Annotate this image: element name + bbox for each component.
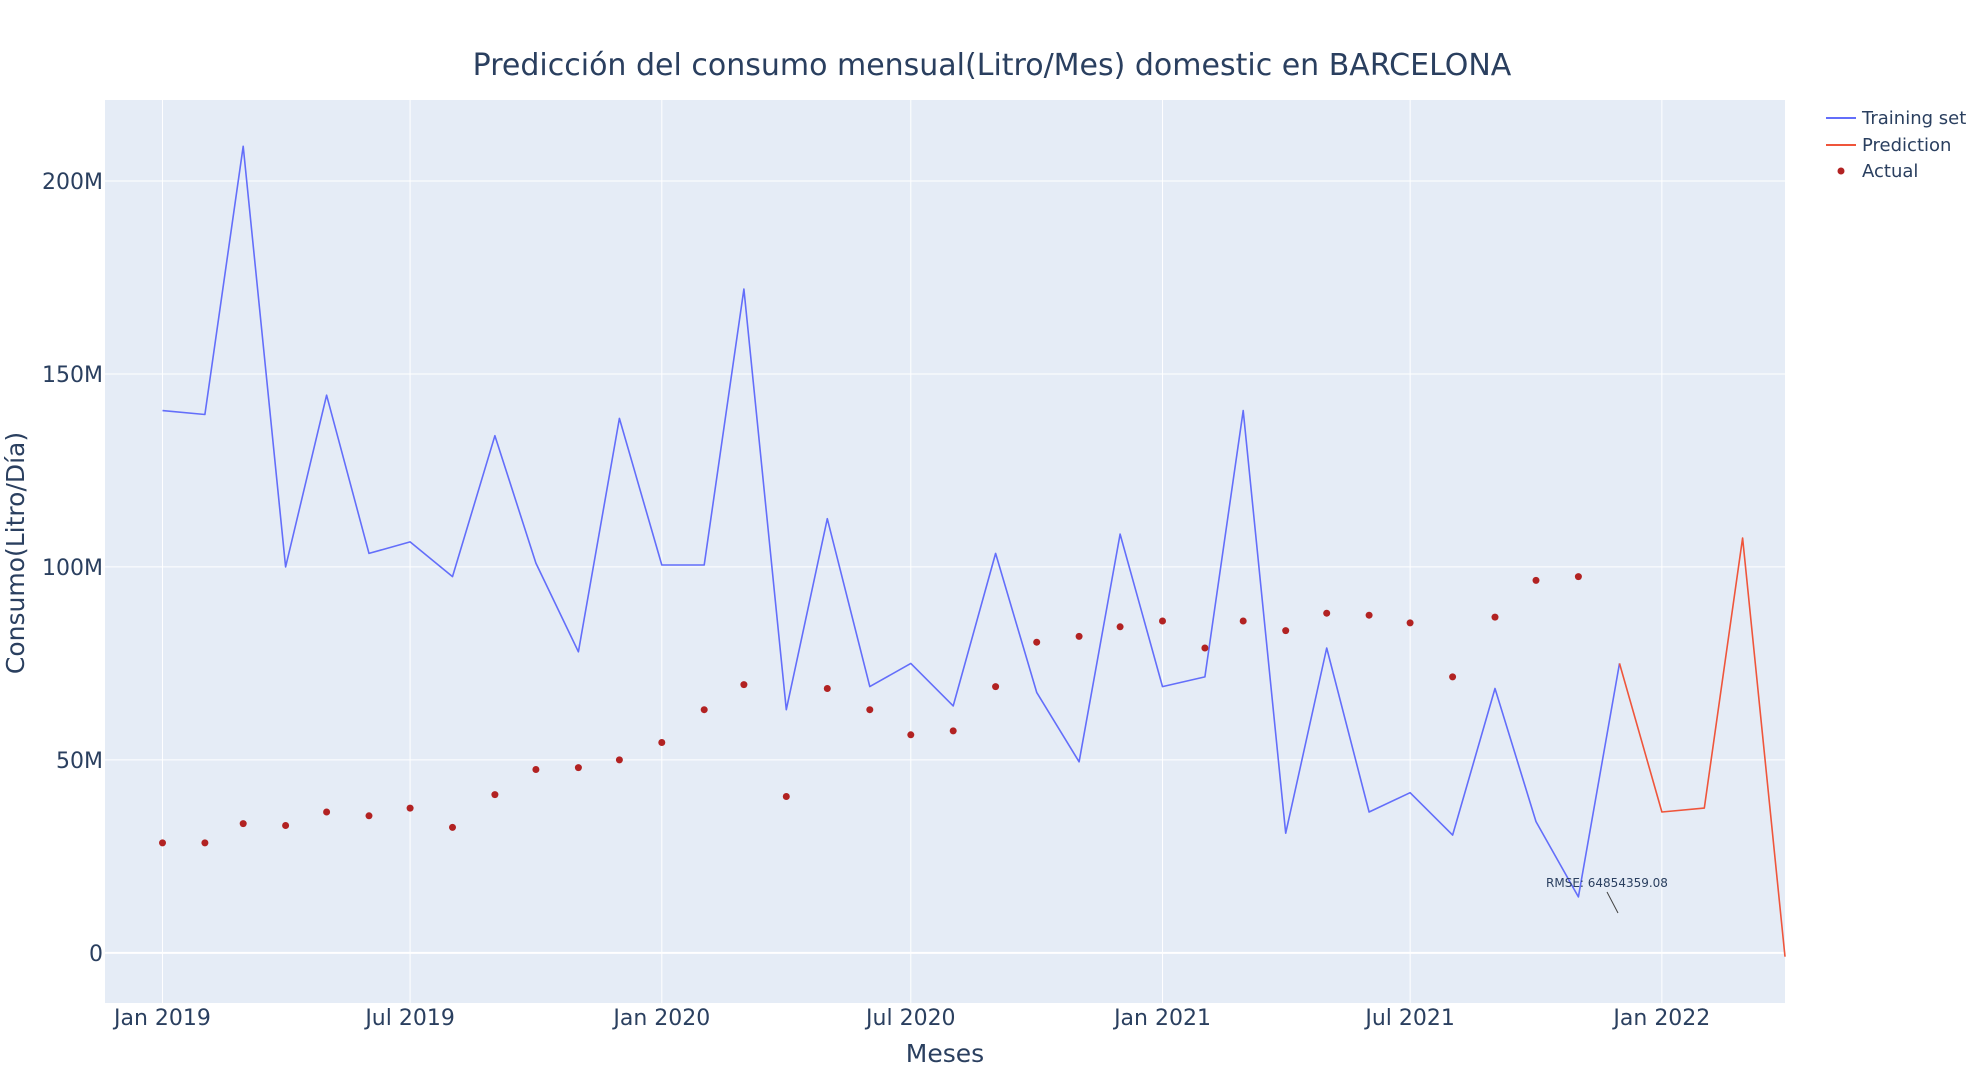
data-point-actual — [532, 766, 540, 773]
data-point-actual — [782, 793, 790, 800]
y-tick-label: 150M — [42, 363, 103, 388]
data-point-actual — [823, 685, 831, 692]
data-point-actual — [949, 727, 957, 735]
x-tick-label: Jan 2021 — [1112, 1006, 1211, 1031]
x-tick-label: Jan 2019 — [112, 1006, 211, 1031]
data-point-actual — [615, 756, 623, 764]
x-tick-label: Jul 2021 — [1363, 1006, 1455, 1031]
chart-title: Predicción del consumo mensual(Litro/Mes… — [473, 48, 1512, 83]
data-point-actual — [282, 822, 290, 829]
x-tick-label: Jan 2022 — [1611, 1006, 1710, 1031]
y-tick-label: 0 — [89, 942, 103, 967]
legend[interactable]: Training set Prediction Actual — [1826, 108, 1966, 182]
data-point-actual — [1239, 617, 1247, 625]
data-point-actual — [658, 739, 666, 746]
data-point-actual — [1159, 617, 1166, 625]
annotation: RMSE: 64854359.08 — [1546, 876, 1668, 914]
data-point-actual — [365, 812, 373, 820]
data-point-actual — [1282, 627, 1290, 635]
x-tick-label: Jul 2019 — [363, 1006, 455, 1031]
data-point-actual — [992, 683, 1000, 691]
legend-item-training-set[interactable]: Training set — [1826, 108, 1966, 129]
series-line-prediction — [1618, 537, 1786, 957]
data-point-actual — [239, 820, 247, 828]
x-tick-label: Jan 2020 — [611, 1006, 710, 1031]
data-point-actual — [406, 804, 414, 812]
plot-area — [105, 100, 1785, 1003]
x-tick-label: Jul 2020 — [864, 1006, 956, 1031]
data-point-actual — [1406, 619, 1414, 627]
data-point-actual — [866, 706, 874, 714]
data-point-actual — [159, 839, 166, 847]
rmse-annotation: RMSE: 64854359.08 — [1546, 876, 1668, 890]
grid — [105, 100, 1785, 1003]
y-axis-title: Consumo(Litro/Día) — [1, 432, 30, 674]
data-point-actual — [907, 731, 915, 739]
data-point-actual — [1449, 673, 1457, 681]
data-point-actual — [574, 764, 582, 772]
series-line-training-set — [162, 145, 1621, 898]
data-point-actual — [1201, 644, 1209, 652]
data-point-actual — [1075, 632, 1083, 640]
data-point-actual — [449, 823, 456, 831]
data-point-actual — [1574, 573, 1582, 581]
data-point-actual — [323, 808, 331, 816]
series-layer — [159, 145, 1786, 957]
x-axis-title: Meses — [906, 1039, 984, 1068]
data-point-actual — [491, 791, 499, 799]
data-point-actual — [700, 706, 708, 714]
y-tick-label: 50M — [56, 749, 103, 774]
data-point-actual — [1033, 638, 1041, 646]
data-point-actual — [1365, 611, 1373, 619]
y-tick-label: 200M — [42, 170, 103, 195]
legend-label-actual: Actual — [1862, 161, 1918, 182]
data-point-actual — [740, 681, 748, 689]
legend-label-prediction: Prediction — [1862, 135, 1951, 156]
legend-marker-actual — [1837, 167, 1845, 175]
data-point-actual — [1491, 613, 1499, 621]
x-axis-ticks: Jan 2019 Jul 2019 Jan 2020 Jul 2020 Jan 2021… — [112, 1006, 1710, 1031]
legend-item-prediction[interactable]: Prediction — [1826, 135, 1951, 156]
legend-item-actual[interactable]: Actual — [1837, 161, 1919, 182]
data-point-actual — [1116, 623, 1124, 631]
y-axis-ticks: 0 50M 100M 150M 200M — [42, 170, 103, 967]
data-point-actual — [201, 839, 209, 847]
y-tick-label: 100M — [42, 556, 103, 581]
data-point-actual — [1323, 609, 1331, 617]
data-point-actual — [1532, 576, 1540, 584]
annotation-arrow — [1606, 891, 1619, 914]
legend-label-training-set: Training set — [1861, 108, 1966, 129]
